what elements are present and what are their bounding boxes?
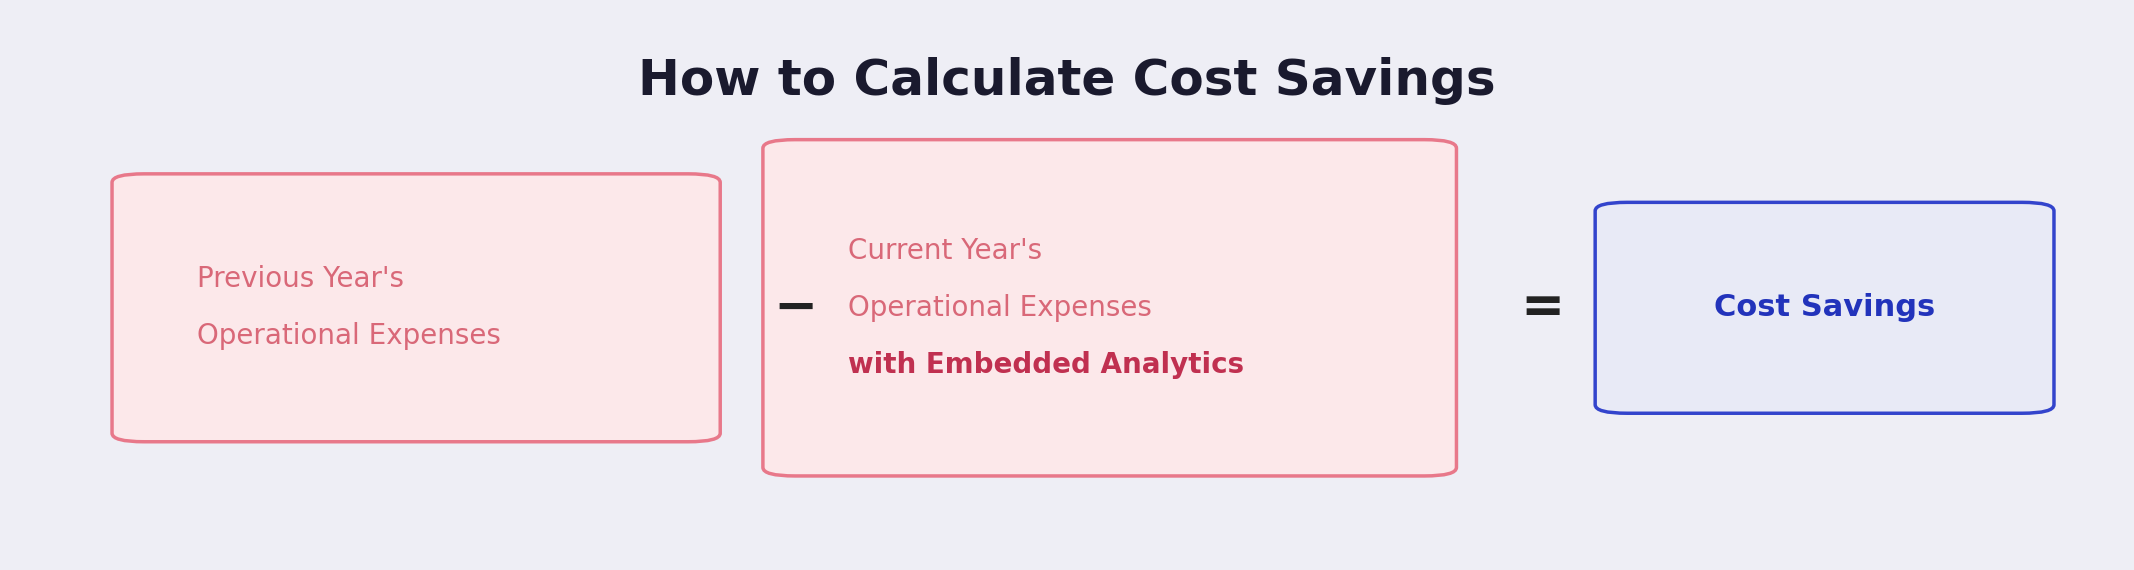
Text: How to Calculate Cost Savings: How to Calculate Cost Savings bbox=[638, 57, 1496, 105]
Text: =: = bbox=[1522, 282, 1564, 334]
Text: Previous Year's: Previous Year's bbox=[196, 265, 405, 294]
FancyBboxPatch shape bbox=[1594, 202, 2053, 413]
Text: with Embedded Analytics: with Embedded Analytics bbox=[849, 351, 1244, 379]
Text: Operational Expenses: Operational Expenses bbox=[196, 322, 501, 351]
Text: Operational Expenses: Operational Expenses bbox=[849, 294, 1152, 322]
Text: Current Year's: Current Year's bbox=[849, 237, 1041, 265]
FancyBboxPatch shape bbox=[111, 174, 719, 442]
FancyBboxPatch shape bbox=[764, 140, 1455, 476]
Text: −: − bbox=[775, 282, 817, 334]
Text: Cost Savings: Cost Savings bbox=[1714, 294, 1936, 322]
